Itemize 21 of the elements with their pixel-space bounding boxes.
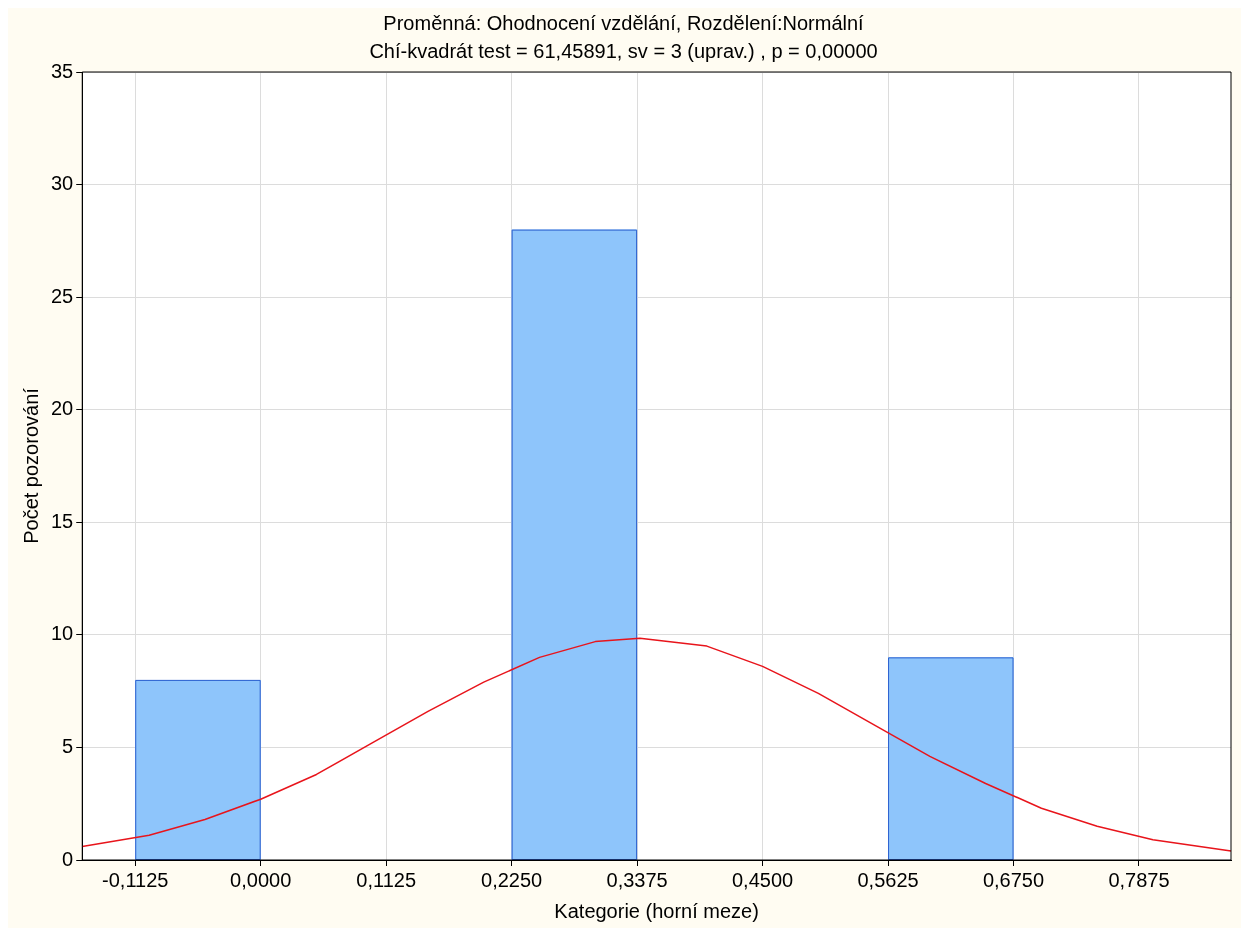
x-tick-label: 0,1125 <box>356 868 417 891</box>
x-tick-label: 0,2250 <box>481 868 543 891</box>
x-axis-title: Kategorie (horní meze) <box>554 899 759 922</box>
x-tick-label: 0,5625 <box>857 868 919 891</box>
x-tick-label: 0,6750 <box>982 868 1045 891</box>
chart-subtitle: Chí-kvadrát test = 61,45891, sv = 3 (uprav.) , p = 0,00000 <box>369 39 878 62</box>
y-tick-label: 20 <box>51 397 74 420</box>
y-tick-label: 15 <box>51 509 74 532</box>
y-tick-label: 5 <box>62 734 74 757</box>
x-tick-label: 0,7875 <box>1108 868 1170 891</box>
y-tick-label: 25 <box>51 284 74 307</box>
x-tick-label: -0,1125 <box>102 868 169 891</box>
y-tick-label: 30 <box>51 172 74 195</box>
chart-title: Proměnná: Ohodnocení vzdělání, Rozdělení:Normální <box>383 11 865 34</box>
x-tick-label: 0,3375 <box>606 868 668 891</box>
x-tick-label: 0,4500 <box>731 868 794 891</box>
y-tick-label: 0 <box>62 847 74 870</box>
y-axis-title: Počet pozorování <box>19 387 42 544</box>
y-tick-label: 10 <box>51 622 74 645</box>
y-tick-label: 35 <box>51 59 74 82</box>
x-tick-label: 0,0000 <box>230 868 292 891</box>
